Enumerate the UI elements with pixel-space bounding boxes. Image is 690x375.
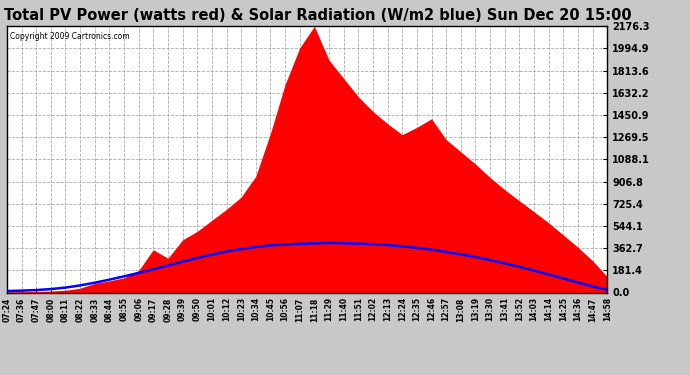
Text: Total PV Power (watts red) & Solar Radiation (W/m2 blue) Sun Dec 20 15:00: Total PV Power (watts red) & Solar Radia… <box>3 8 631 22</box>
Text: Copyright 2009 Cartronics.com: Copyright 2009 Cartronics.com <box>10 32 130 40</box>
